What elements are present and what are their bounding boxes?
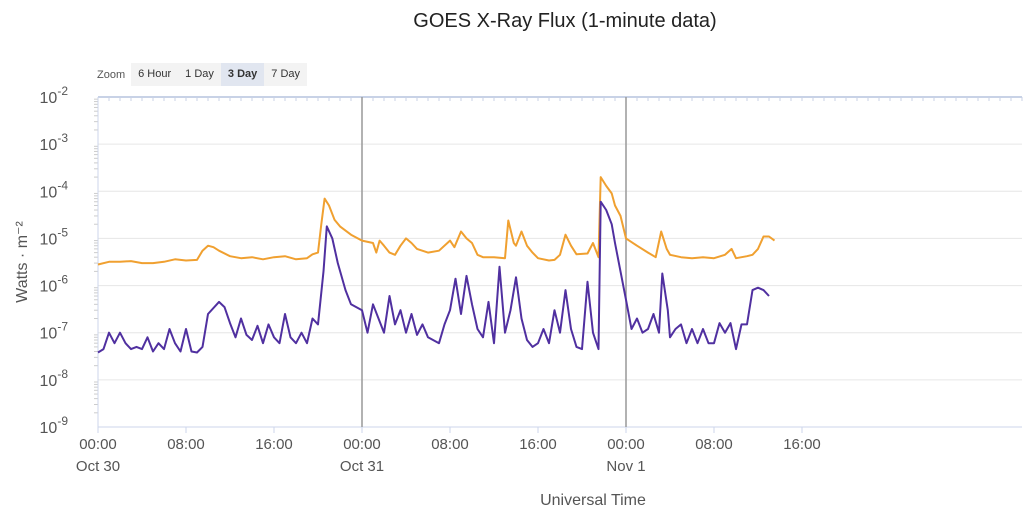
zoom-label: Zoom bbox=[97, 68, 126, 81]
x-tick-label: 00:00 bbox=[607, 436, 645, 453]
y-tick-label: 10-7 bbox=[40, 320, 69, 343]
zoom-6-hour-button[interactable]: 6 Hour bbox=[131, 63, 179, 86]
x-axis-ticks: 00:00 Oct 30 08:00 16:00 00:00 Oct 31 08:00 16:… bbox=[76, 427, 821, 475]
series-line-1 bbox=[97, 200, 770, 354]
x-tick-label: 16:00 bbox=[519, 436, 557, 453]
x-tick-label: 16:00 bbox=[255, 436, 293, 453]
x-tick-label: 08:00 bbox=[431, 436, 469, 453]
y-tick-label: 10-4 bbox=[40, 178, 69, 201]
zoom-bar: Zoom 6 Hour 1 Day 3 Day 7 Day bbox=[97, 63, 308, 86]
x-tick-label: 08:00 bbox=[695, 436, 733, 453]
y-tick-label: 10-9 bbox=[40, 414, 69, 437]
y-axis-ticks: 10-2 10-3 10-4 10-5 10-6 10-7 10-8 10-9 bbox=[40, 84, 69, 437]
series-line-0 bbox=[97, 176, 776, 266]
y-tick-label: 10-6 bbox=[40, 273, 69, 296]
zoom-3-day-button[interactable]: 3 Day bbox=[220, 63, 265, 86]
x-tick-date-label: Nov 1 bbox=[606, 458, 645, 475]
zoom-7-day-button[interactable]: 7 Day bbox=[264, 63, 308, 86]
x-tick-date-label: Oct 31 bbox=[340, 458, 384, 475]
y-tick-label: 10-5 bbox=[40, 225, 69, 248]
x-tick-label: 08:00 bbox=[167, 436, 205, 453]
y-tick-label: 10-8 bbox=[40, 367, 69, 390]
x-axis-label: Universal Time bbox=[540, 492, 646, 509]
zoom-1-day-button[interactable]: 1 Day bbox=[178, 63, 221, 86]
y-axis-label: Watts · m⁻² bbox=[14, 221, 31, 303]
series-layer bbox=[97, 176, 776, 354]
x-tick-label: 00:00 bbox=[79, 436, 117, 453]
x-tick-date-label: Oct 30 bbox=[76, 458, 120, 475]
y-tick-label: 10-2 bbox=[40, 84, 69, 107]
chart-title: GOES X-Ray Flux (1-minute data) bbox=[413, 10, 717, 32]
grid-layer bbox=[94, 96, 1023, 428]
x-tick-label: 16:00 bbox=[783, 436, 821, 453]
y-tick-label: 10-3 bbox=[40, 131, 69, 154]
x-tick-label: 00:00 bbox=[343, 436, 381, 453]
